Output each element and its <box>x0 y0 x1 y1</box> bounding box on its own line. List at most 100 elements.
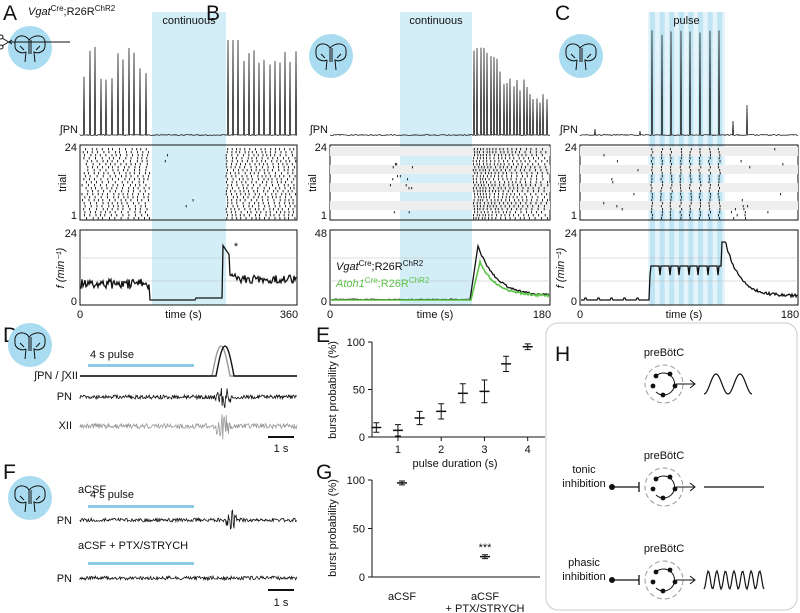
panel-letter: A <box>3 2 17 25</box>
category-label: aCSF <box>388 591 416 603</box>
rate-frame <box>329 229 551 306</box>
rate-frame <box>579 229 799 306</box>
tick-label: 2 <box>438 444 444 456</box>
inhibitory-input <box>612 575 640 585</box>
light-pulse <box>688 12 694 305</box>
brain-icon <box>559 34 603 78</box>
axis-label: time (s) <box>666 309 703 321</box>
genotype-part: Cre <box>51 4 64 13</box>
raster-frame <box>579 144 799 221</box>
raster-spikes <box>389 148 549 220</box>
genotype-part: ChR2 <box>403 259 424 268</box>
stimulus-label: 4 s pulse <box>90 489 134 501</box>
tick-label: 180 <box>533 309 551 321</box>
tick-label: 1 <box>321 210 327 222</box>
tick-label: 24 <box>565 228 577 240</box>
stimulus-bar <box>88 505 194 508</box>
genotype-part: Vgat <box>28 6 52 18</box>
light-pulse <box>698 12 703 305</box>
axis-label: f (min⁻¹) <box>55 247 67 288</box>
integrated-trace <box>329 47 551 137</box>
axis-label: burst probability (%) <box>327 341 339 439</box>
neuron <box>653 569 659 575</box>
tick-label: 360 <box>280 309 298 321</box>
light-pulse <box>669 12 675 305</box>
neuron <box>667 371 673 377</box>
tick-label: 24 <box>65 142 77 154</box>
neuron <box>650 579 656 585</box>
axis-label: trial <box>557 174 569 192</box>
neuron <box>650 486 656 492</box>
genotype-part: Cre <box>359 259 372 268</box>
tick-label: 24 <box>315 142 327 154</box>
rate-frame <box>79 229 298 306</box>
tick-label: 24 <box>65 228 77 240</box>
genotype: VgatCre;R26RChR2 <box>336 259 424 273</box>
neuron <box>672 486 678 492</box>
scissors <box>0 34 4 40</box>
integrated-trace <box>79 39 298 137</box>
scissors <box>0 44 4 50</box>
light-pulse <box>717 12 723 305</box>
axis-label: trial <box>307 174 319 192</box>
panel-box <box>545 322 798 611</box>
genotype-part: ;R26R <box>372 261 403 273</box>
panel-letter: F <box>3 461 16 484</box>
trace-label: PN <box>57 515 72 527</box>
brain-icon <box>8 323 52 367</box>
raster-band <box>580 147 798 156</box>
nerve-trace <box>79 387 298 408</box>
tick-label: 4 <box>525 444 531 456</box>
brain-outline <box>565 43 597 71</box>
network-loop <box>655 372 675 396</box>
output-arrow <box>676 482 696 492</box>
tick-label: 48 <box>315 228 327 240</box>
trace-label: ∫PN <box>309 124 328 136</box>
tick-label: 0 <box>577 309 583 321</box>
neuron <box>660 495 666 501</box>
tick-label: 24 <box>565 142 577 154</box>
input-label: inhibition <box>562 571 605 583</box>
neuron <box>672 579 678 585</box>
brain-outline <box>14 35 46 63</box>
tick-label: 0 <box>71 296 77 308</box>
tick-label: 0 <box>77 309 83 321</box>
genotype-part: ChR2 <box>409 276 430 285</box>
brain-icon <box>8 476 52 520</box>
raster-frame <box>79 144 298 221</box>
circuit-title: preBötC <box>644 347 684 359</box>
brain-icon <box>8 26 52 70</box>
neuron <box>653 373 659 379</box>
raster-band <box>330 183 550 192</box>
raster-band <box>330 165 550 174</box>
raster-spikes <box>603 148 784 220</box>
neuron <box>660 392 666 398</box>
rate-trace <box>80 243 297 301</box>
tick-label: 100 <box>347 337 365 349</box>
tick-label: 0 <box>327 309 333 321</box>
condition-label: aCSF + PTX/STRYCH <box>78 540 188 552</box>
tick-label: 0 <box>571 296 577 308</box>
tick-label: 0 <box>359 572 365 584</box>
genotype-part: Atoh1 <box>335 278 365 290</box>
axis-label: trial <box>57 174 69 192</box>
stimulus-bar <box>88 562 194 565</box>
genotype-part: ChR2 <box>95 4 116 13</box>
tick-label: 50 <box>353 385 365 397</box>
stimulus-label: continuous <box>409 15 463 27</box>
integrated-trace <box>579 30 799 137</box>
stimulus-region <box>648 12 725 305</box>
trace-label: XII <box>59 420 72 432</box>
raster-band <box>580 183 798 192</box>
genotype: Atoh1Cre;R26RChR2 <box>335 276 430 290</box>
raster-band <box>330 147 550 156</box>
genotype-part: ;R26R <box>64 6 95 18</box>
circuit-title: preBötC <box>644 450 684 462</box>
genotype-part: Vgat <box>336 261 360 273</box>
tick-label: 1 <box>571 210 577 222</box>
axis-label: burst probability (%) <box>327 479 339 577</box>
genotype-part: ;R26R <box>378 278 409 290</box>
tick-label: 50 <box>353 524 365 536</box>
trace-label: ∫PN <box>559 124 578 136</box>
raster-frame <box>329 144 551 221</box>
